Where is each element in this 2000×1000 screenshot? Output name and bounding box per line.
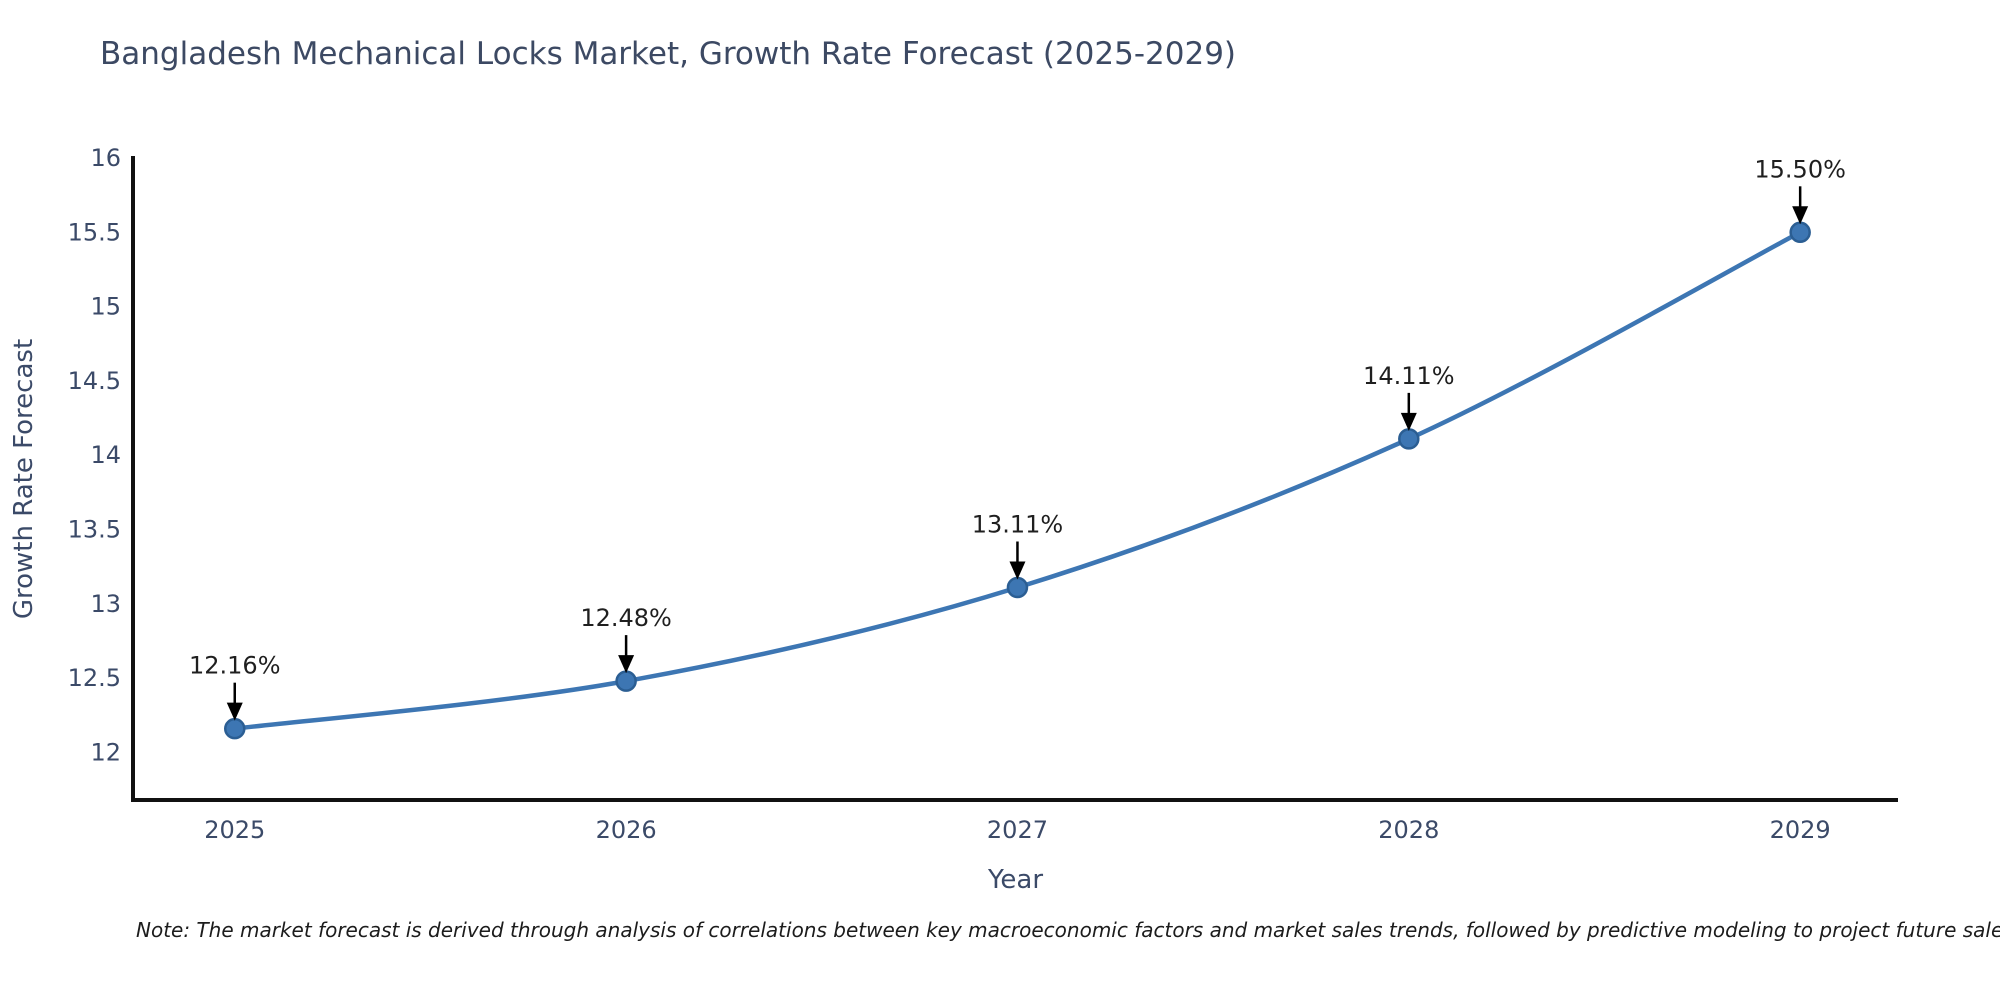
x-axis-title: Year [987,865,1043,895]
y-tick-label: 16 [90,144,121,172]
forecast-line [232,230,1803,731]
y-tick-label: 14 [90,441,121,469]
y-axis-title: Growth Rate Forecast [9,339,39,619]
y-tick-label: 12 [90,738,121,766]
y-tick-label: 15.5 [68,218,121,246]
annotation-arrowhead [226,702,243,721]
data-point-label: 13.11% [972,510,1064,538]
annotation-arrowhead [618,655,635,674]
x-tick-label: 2026 [596,816,657,844]
x-tick-label: 2025 [204,816,265,844]
y-tick-label: 15 [90,293,121,321]
y-tick-label: 13 [90,590,121,618]
x-tick-label: 2028 [1378,816,1439,844]
data-point-label: 15.50% [1754,155,1846,183]
x-tick-label: 2027 [987,816,1048,844]
chart-title: Bangladesh Mechanical Locks Market, Grow… [100,36,1237,72]
y-tick-label: 14.5 [68,367,121,395]
data-point-marker [615,670,637,692]
annotation-arrowhead [1009,561,1026,580]
data-point-marker [1398,428,1420,450]
data-point-marker [1006,576,1029,599]
y-tick-label: 13.5 [68,516,121,544]
data-point-marker [224,717,246,740]
x-tick-label: 2029 [1770,816,1831,844]
data-point-label: 14.11% [1363,362,1455,390]
data-point-label: 12.16% [189,652,281,680]
data-point-label: 12.48% [580,604,672,632]
annotation-arrowhead [1792,206,1809,225]
data-point-marker [1789,221,1811,244]
y-tick-label: 12.5 [68,664,121,692]
footnote: Note: The market forecast is derived thr… [136,918,2000,942]
annotation-arrowhead [1400,412,1417,431]
